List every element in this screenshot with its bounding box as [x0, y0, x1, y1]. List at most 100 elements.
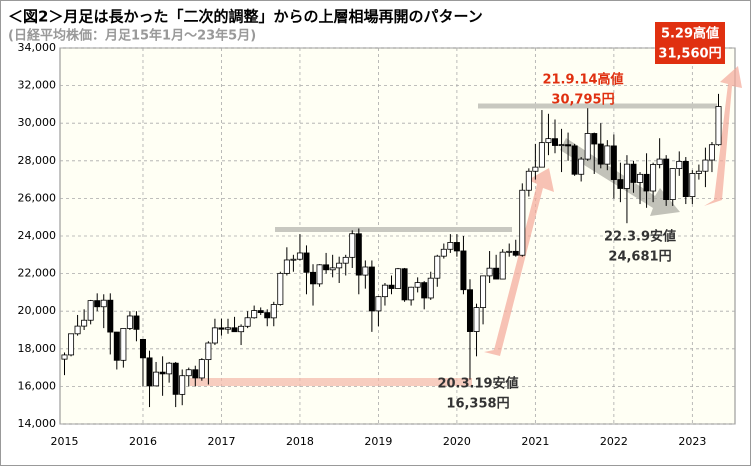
- y-tick-label: 16,000: [18, 379, 57, 392]
- candle-body: [133, 315, 140, 330]
- candle-body: [388, 284, 395, 289]
- candle-body: [650, 164, 657, 192]
- candle-body: [565, 144, 572, 147]
- x-tick-label: 2018: [286, 435, 314, 448]
- candle-body: [329, 267, 336, 271]
- candle-body: [427, 277, 434, 299]
- candle-body: [224, 327, 231, 330]
- candle-body: [695, 170, 702, 174]
- x-tick-label: 2017: [207, 435, 235, 448]
- candle-body: [244, 317, 251, 327]
- candle-body: [578, 158, 585, 175]
- candle-body: [323, 264, 330, 271]
- candle-body: [610, 145, 617, 180]
- up-arrow: [484, 168, 554, 356]
- support-band: [190, 378, 472, 386]
- candle-body: [336, 262, 343, 269]
- candle-body: [238, 325, 245, 333]
- candle-body: [211, 327, 218, 344]
- up-arrow: [704, 66, 742, 206]
- candle-body: [368, 266, 375, 312]
- candle-body: [447, 242, 454, 250]
- y-tick-label: 22,000: [18, 267, 57, 280]
- candle-body: [532, 166, 539, 172]
- candle-body: [264, 312, 271, 319]
- candle-body: [179, 375, 186, 395]
- candle-body: [453, 242, 460, 252]
- candle-body: [480, 275, 487, 308]
- x-tick-label: 2023: [678, 435, 706, 448]
- candle-body: [74, 325, 81, 335]
- annotation: 20.3.19安値: [437, 376, 518, 392]
- candle-body: [584, 133, 591, 160]
- candle-body: [159, 371, 166, 375]
- candle-body: [434, 255, 441, 279]
- y-tick-label: 14,000: [18, 417, 57, 430]
- candle-body: [205, 342, 212, 361]
- annotation: 30,795円: [551, 93, 614, 108]
- candle-body: [192, 369, 199, 379]
- x-tick-label: 2016: [129, 435, 157, 448]
- candle-body: [486, 267, 493, 277]
- candle-body: [440, 248, 447, 257]
- candle-body: [166, 362, 173, 375]
- candle-body: [231, 327, 238, 333]
- y-tick-label: 28,000: [18, 154, 57, 167]
- annotation: 21.9.14高値: [542, 72, 623, 88]
- candle-body: [81, 319, 88, 327]
- candle-body: [669, 168, 676, 200]
- y-tick-label: 24,000: [18, 229, 57, 242]
- candle-body: [656, 158, 663, 165]
- candle-body: [493, 267, 500, 280]
- candle-body: [355, 233, 362, 276]
- chart-title: ＜図2＞月足は長かった「二次的調整」からの上層相場再開のパターン: [8, 8, 483, 26]
- x-tick-label: 2015: [51, 435, 79, 448]
- annotation: 24,681円: [608, 250, 671, 265]
- y-tick-label: 26,000: [18, 191, 57, 204]
- y-tick-label: 20,000: [18, 304, 57, 317]
- candle-body: [473, 307, 480, 332]
- y-tick-label: 32,000: [18, 79, 57, 92]
- candle-body: [525, 170, 532, 191]
- candle-body: [87, 300, 94, 321]
- candle-body: [290, 258, 297, 261]
- candle-body: [153, 371, 160, 387]
- candle-body: [545, 138, 552, 144]
- candle-body: [270, 304, 277, 319]
- candle-body: [198, 359, 205, 379]
- candle-body: [349, 233, 356, 258]
- candle-body: [303, 252, 310, 273]
- candles: [61, 93, 722, 408]
- candle-body: [689, 173, 696, 198]
- candle-body: [61, 354, 68, 360]
- chart-subtitle: (日経平均株価：月足15年1月～23年5月): [8, 28, 256, 44]
- candle-body: [460, 250, 467, 291]
- candle-body: [591, 133, 598, 145]
- candle-body: [381, 284, 388, 298]
- labels: 14,000 16,000 18,000 20,000 22,000 24,000 26,0…: [18, 26, 722, 449]
- x-tick-label: 2019: [364, 435, 392, 448]
- x-tick-label: 2021: [521, 435, 549, 448]
- candle-body: [499, 251, 506, 280]
- candle-body: [512, 250, 519, 256]
- x-tick-label: 2022: [600, 435, 628, 448]
- candle-body: [663, 158, 670, 200]
- candle-body: [362, 266, 369, 276]
- candle-body: [643, 173, 650, 192]
- candle-body: [401, 268, 408, 301]
- candle-body: [538, 142, 545, 168]
- annotation: 22.3.9安値: [604, 229, 676, 245]
- candle-body: [277, 272, 284, 305]
- candle-body: [519, 189, 526, 256]
- candle-body: [310, 271, 317, 285]
- candle-body: [702, 159, 709, 172]
- annotation: 31,560円: [658, 47, 721, 62]
- y-tick-label: 18,000: [18, 342, 57, 355]
- candle-body: [283, 259, 290, 274]
- candle-body: [466, 289, 473, 332]
- candle-body: [414, 282, 421, 288]
- candle-body: [708, 144, 715, 161]
- candle-body: [558, 144, 565, 147]
- candle-body: [218, 327, 225, 330]
